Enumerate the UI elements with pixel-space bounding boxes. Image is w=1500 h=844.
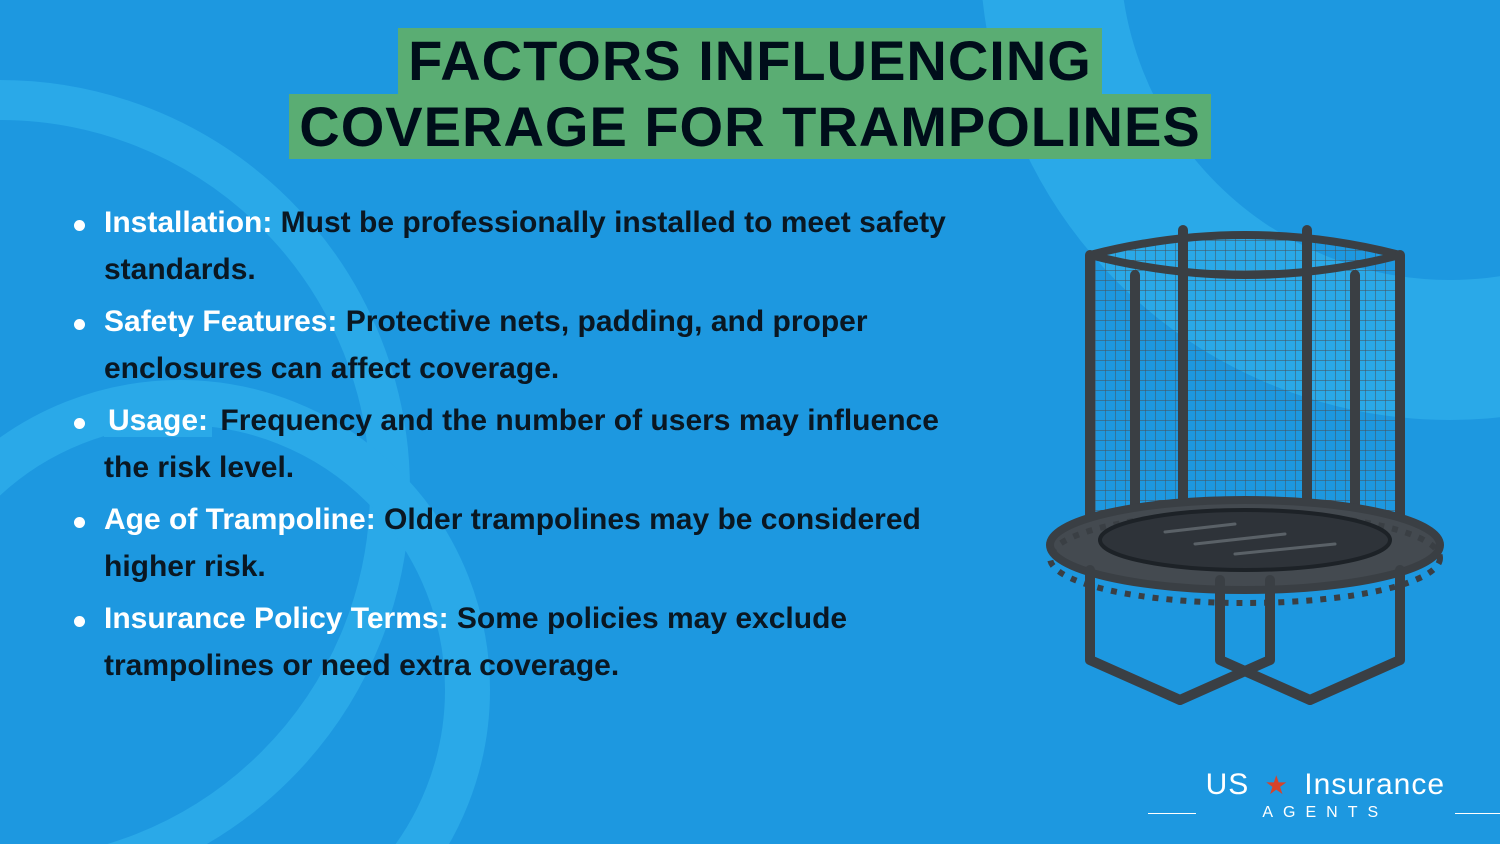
list-item: Insurance Policy Terms: Some policies ma… [60,596,960,689]
factor-label: Age of Trampoline: [104,503,376,536]
title-line-2: COVERAGE FOR TRAMPOLINES [289,94,1210,160]
list-item: Age of Trampoline: Older trampolines may… [60,497,960,590]
factor-label: Insurance Policy Terms: [104,602,449,635]
factors-list-container: Installation: Must be professionally ins… [60,200,960,695]
brand-logo: US ★ Insurance AGENTS [1206,768,1445,822]
logo-subtext: AGENTS [1206,804,1445,822]
title-line-1: FACTORS INFLUENCING [398,28,1102,94]
factors-list: Installation: Must be professionally ins… [60,200,960,689]
factor-label: Safety Features: [104,305,337,338]
page-title: FACTORS INFLUENCING COVERAGE FOR TRAMPOL… [0,28,1500,159]
list-item: Installation: Must be professionally ins… [60,200,960,293]
factor-body: Frequency and the number of users may in… [104,404,939,484]
logo-text-left: US [1206,768,1250,801]
factor-label: Usage: [104,404,212,437]
list-item: Usage: Frequency and the number of users… [60,398,960,491]
factor-label: Installation: [104,206,272,239]
star-icon: ★ [1259,770,1295,800]
trampoline-illustration [1035,200,1455,720]
list-item: Safety Features: Protective nets, paddin… [60,299,960,392]
logo-text-right: Insurance [1304,768,1445,801]
